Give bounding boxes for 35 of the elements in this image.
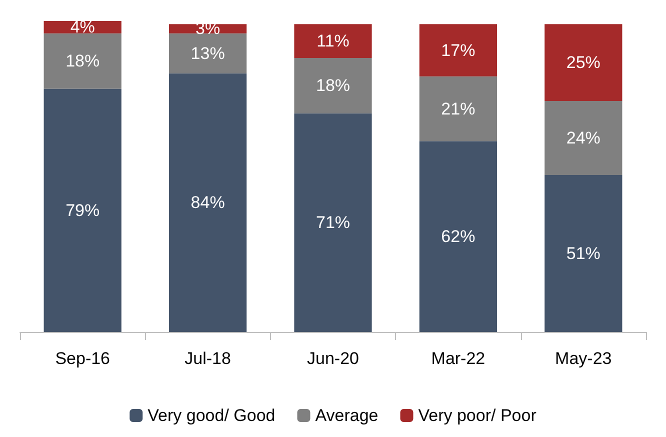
bar — [44, 33, 122, 89]
data-label: 11% — [316, 32, 350, 51]
data-label: 62% — [441, 227, 476, 246]
bar — [419, 76, 498, 142]
x-tick-label: Mar-22 — [431, 349, 486, 368]
legend-label: Very poor/ Poor — [418, 406, 537, 425]
bar — [544, 101, 622, 175]
x-tick-label: Jul-18 — [184, 349, 231, 368]
x-tick-label: Sep-16 — [55, 349, 110, 368]
data-label: 18% — [66, 52, 100, 71]
x-tick-label: May-23 — [555, 349, 612, 368]
bar — [294, 24, 372, 58]
bar — [419, 141, 498, 332]
bar — [544, 174, 622, 332]
data-label: 24% — [566, 128, 600, 148]
data-label: 71% — [316, 213, 350, 232]
data-label: 21% — [441, 99, 476, 118]
data-label: 4% — [70, 18, 95, 37]
x-tick-label: Jun-20 — [307, 349, 359, 368]
legend-label: Very good/ Good — [148, 406, 276, 425]
bar — [294, 58, 372, 114]
data-label: 25% — [566, 53, 600, 72]
legend-label: Average — [315, 406, 378, 425]
data-label: 84% — [190, 193, 225, 212]
bar — [419, 24, 498, 76]
data-label: 51% — [566, 244, 600, 263]
bar — [544, 24, 622, 102]
bar — [168, 73, 247, 332]
data-label: 17% — [441, 40, 476, 60]
data-label: 18% — [316, 76, 350, 96]
data-label: 79% — [66, 200, 100, 220]
bar — [168, 33, 247, 74]
bar — [294, 113, 372, 332]
data-label: 13% — [190, 44, 225, 63]
bar — [44, 88, 122, 332]
